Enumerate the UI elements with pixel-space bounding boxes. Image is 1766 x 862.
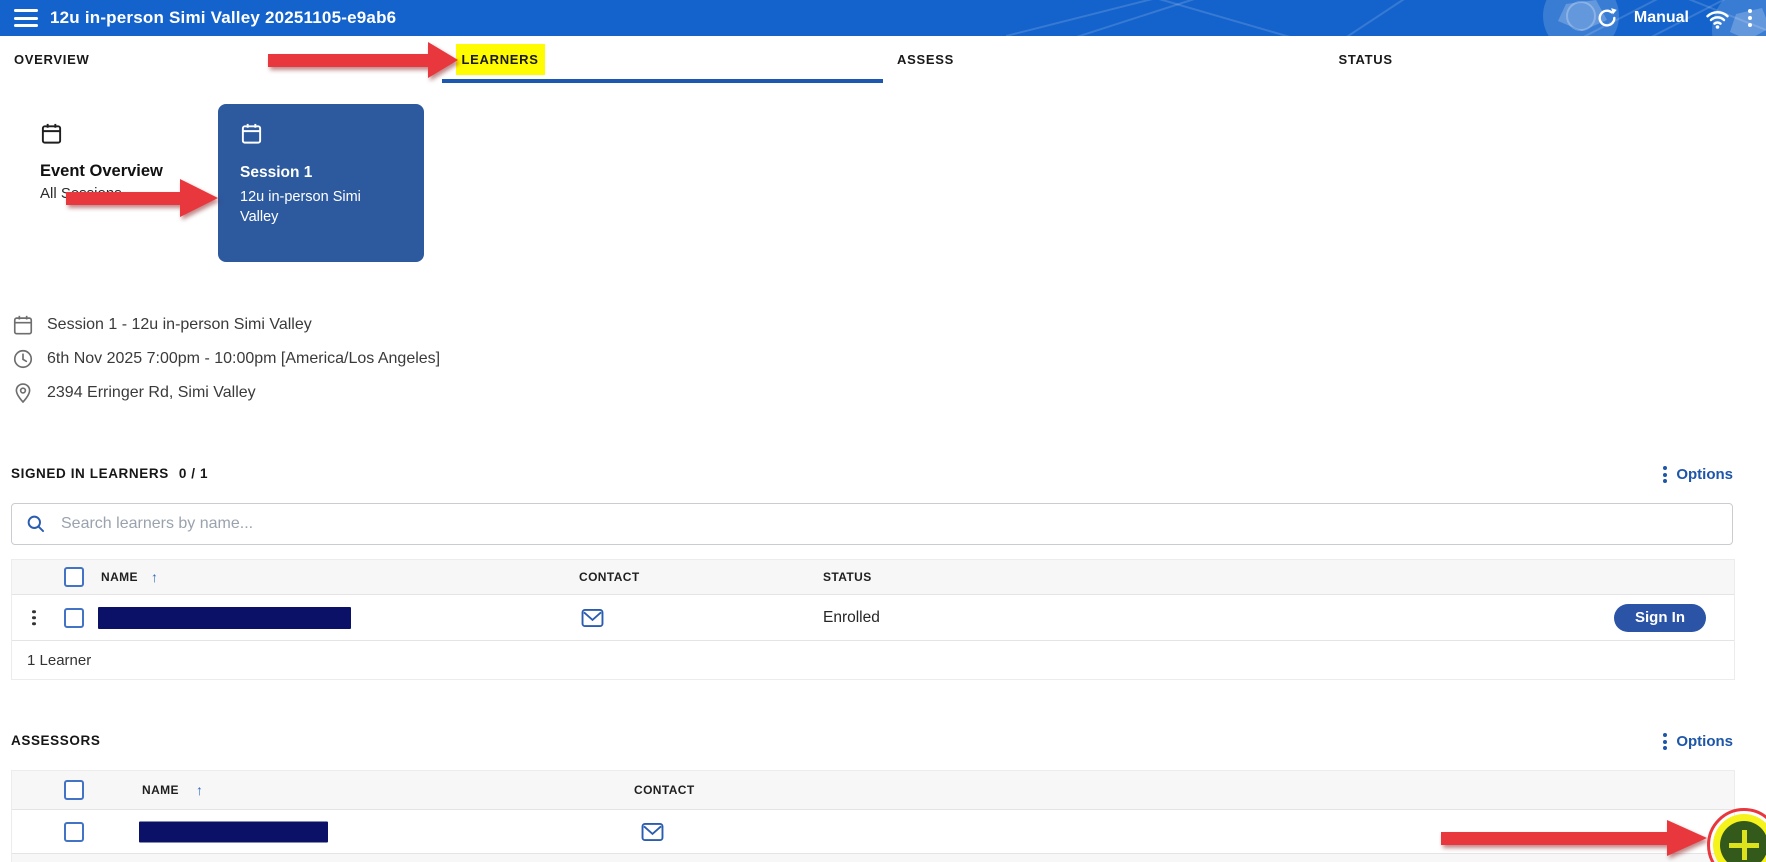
assessor-row-checkbox[interactable] bbox=[64, 821, 84, 842]
column-header-name[interactable]: NAME bbox=[101, 570, 138, 584]
top-app-bar: 12u in-person Simi Valley 20251105-e9ab6… bbox=[0, 0, 1766, 36]
search-input[interactable] bbox=[59, 503, 1732, 545]
event-card-title: Event Overview bbox=[40, 162, 163, 180]
mail-icon[interactable] bbox=[581, 608, 604, 627]
assessors-options-button[interactable]: Options bbox=[1661, 731, 1733, 752]
learners-count: 0 / 1 bbox=[178, 466, 209, 481]
search-icon bbox=[26, 514, 47, 535]
overflow-menu-icon[interactable] bbox=[1746, 7, 1754, 29]
session-name-text: Session 1 - 12u in-person Simi Valley bbox=[47, 316, 312, 333]
assessors-heading: ASSESSORS bbox=[11, 733, 101, 748]
add-icon bbox=[1720, 821, 1766, 862]
column-header-name[interactable]: NAME bbox=[142, 783, 179, 797]
learner-row-checkbox[interactable] bbox=[64, 607, 84, 628]
options-kebab-icon bbox=[1661, 731, 1669, 752]
session-address-text: 2394 Erringer Rd, Simi Valley bbox=[47, 384, 256, 401]
add-assessor-fab[interactable] bbox=[1720, 821, 1766, 862]
session-card-subtitle: 12u in-person Simi Valley bbox=[240, 189, 361, 226]
location-pin-icon bbox=[15, 383, 31, 404]
options-label: Options bbox=[1676, 733, 1733, 750]
learners-table: NAME ↑ CONTACT STATUS Enrolled Sign In 1… bbox=[11, 559, 1735, 680]
column-header-status: STATUS bbox=[823, 570, 872, 584]
learners-table-header: NAME ↑ CONTACT STATUS bbox=[12, 560, 1734, 595]
calendar-icon bbox=[41, 123, 62, 144]
clock-icon bbox=[13, 349, 33, 369]
learners-table-footer: 1 Learner bbox=[12, 641, 1749, 679]
learner-name-redacted bbox=[98, 606, 351, 629]
sync-mode-label: Manual bbox=[1633, 9, 1689, 26]
assessors-table: NAME ↑ CONTACT bbox=[11, 770, 1735, 862]
select-all-checkbox[interactable] bbox=[64, 567, 84, 587]
session-details: Session 1 - 12u in-person Simi Valley 6t… bbox=[12, 314, 440, 416]
row-menu-icon[interactable] bbox=[30, 608, 38, 628]
tab-learners-label: LEARNERS bbox=[455, 44, 545, 75]
mail-icon[interactable] bbox=[641, 822, 664, 841]
tab-bar: OVERVIEW LEARNERS ASSESS STATUS bbox=[0, 36, 1766, 83]
learners-options-button[interactable]: Options bbox=[1661, 464, 1733, 485]
tab-assess[interactable]: ASSESS bbox=[883, 36, 1325, 83]
options-label: Options bbox=[1676, 466, 1733, 483]
learner-status: Enrolled bbox=[823, 608, 880, 626]
tab-overview-label: OVERVIEW bbox=[14, 52, 90, 67]
learners-heading: SIGNED IN LEARNERS 0 / 1 bbox=[11, 466, 209, 481]
assessor-name-redacted bbox=[139, 821, 328, 842]
options-kebab-icon bbox=[1661, 464, 1669, 485]
sort-ascending-icon[interactable]: ↑ bbox=[151, 569, 158, 585]
sync-icon[interactable] bbox=[1596, 7, 1618, 29]
session-name-row: Session 1 - 12u in-person Simi Valley bbox=[12, 314, 440, 336]
assessor-row bbox=[12, 810, 1734, 854]
learners-section-header: SIGNED IN LEARNERS 0 / 1 Options bbox=[0, 466, 1766, 488]
calendar-icon bbox=[13, 315, 33, 335]
wifi-icon bbox=[1706, 10, 1729, 29]
session-card-title: Session 1 bbox=[240, 164, 313, 181]
event-overview-card[interactable]: Event Overview All Sessions bbox=[40, 122, 210, 202]
assessors-table-footer bbox=[12, 854, 1734, 862]
sort-ascending-icon[interactable]: ↑ bbox=[196, 782, 203, 798]
event-card-subtitle: All Sessions bbox=[40, 185, 122, 202]
assessors-table-header: NAME ↑ CONTACT bbox=[12, 771, 1734, 810]
tab-assess-label: ASSESS bbox=[897, 52, 954, 67]
session-location-row: 2394 Erringer Rd, Simi Valley bbox=[12, 382, 440, 404]
decorative-soccer-graphic bbox=[1006, 0, 1766, 36]
tab-status[interactable]: STATUS bbox=[1325, 36, 1766, 83]
select-all-checkbox[interactable] bbox=[64, 780, 84, 800]
column-header-contact: CONTACT bbox=[634, 783, 695, 797]
learner-row: Enrolled Sign In bbox=[12, 595, 1734, 641]
page-title: 12u in-person Simi Valley 20251105-e9ab6 bbox=[50, 8, 397, 27]
tab-status-label: STATUS bbox=[1338, 52, 1393, 67]
topbar-actions: Manual bbox=[1596, 0, 1754, 36]
session-time-text: 6th Nov 2025 7:00pm - 10:00pm [America/L… bbox=[47, 350, 441, 367]
assessors-section-header: ASSESSORS Options bbox=[0, 733, 1766, 755]
sign-in-button[interactable]: Sign In bbox=[1614, 603, 1706, 632]
learner-search-box bbox=[11, 503, 1733, 545]
column-header-contact: CONTACT bbox=[579, 570, 640, 584]
session-card[interactable]: Session 1 12u in-person Simi Valley bbox=[218, 104, 424, 262]
learner-count-footer: 1 Learner bbox=[27, 651, 92, 669]
session-time-row: 6th Nov 2025 7:00pm - 10:00pm [America/L… bbox=[12, 348, 440, 370]
menu-icon[interactable] bbox=[14, 9, 38, 27]
tab-overview[interactable]: OVERVIEW bbox=[0, 36, 442, 83]
calendar-icon bbox=[241, 123, 262, 144]
tab-learners[interactable]: LEARNERS bbox=[441, 36, 884, 83]
